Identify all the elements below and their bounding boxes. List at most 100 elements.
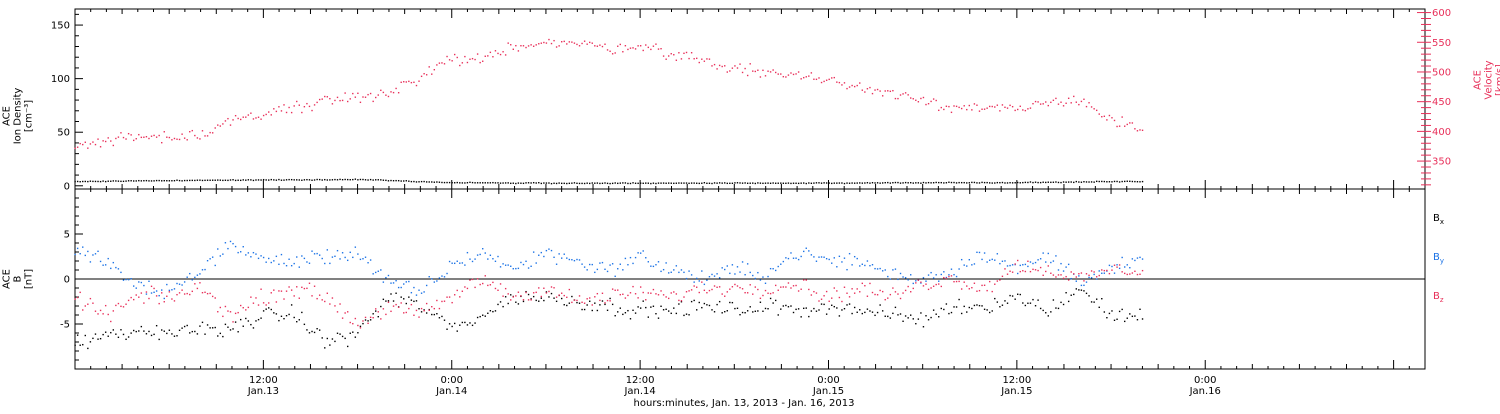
- density-point: [202, 180, 203, 181]
- velocity-point: [1068, 98, 1069, 99]
- by-point: [811, 254, 812, 255]
- bz-point: [823, 295, 824, 296]
- density-point: [857, 182, 858, 183]
- bx-point: [1137, 319, 1138, 320]
- bz-point: [620, 294, 621, 295]
- velocity-point: [900, 94, 901, 95]
- by-point: [138, 281, 139, 282]
- bz-point: [857, 288, 858, 289]
- density-point: [729, 183, 730, 184]
- bx-point: [523, 301, 524, 302]
- by-point: [408, 281, 409, 282]
- bz-point: [895, 291, 896, 292]
- bx-point: [900, 313, 901, 314]
- velocity-point: [108, 137, 109, 138]
- velocity-point: [485, 56, 486, 57]
- bz-point: [793, 285, 794, 286]
- bz-point: [1065, 276, 1066, 277]
- by-point: [681, 269, 682, 270]
- velocity-point: [457, 57, 458, 58]
- velocity-point: [74, 148, 75, 149]
- velocity-point: [948, 106, 949, 107]
- velocity-point: [286, 112, 287, 113]
- velocity-point: [507, 42, 508, 43]
- density-point: [966, 182, 967, 183]
- velocity-point: [82, 144, 83, 145]
- by-point: [586, 269, 587, 270]
- bz-point: [979, 290, 980, 291]
- bx-point: [268, 307, 269, 308]
- velocity-point: [795, 73, 796, 74]
- density-point: [1007, 182, 1008, 183]
- density-point: [935, 182, 936, 183]
- bz-point: [851, 288, 852, 289]
- density-point: [951, 182, 952, 183]
- bz-point: [668, 298, 669, 299]
- by-point: [558, 253, 559, 254]
- by-point: [1040, 258, 1041, 259]
- by-point: [263, 257, 264, 258]
- bx-point: [543, 300, 544, 301]
- by-point: [1129, 267, 1130, 268]
- by-point: [197, 274, 198, 275]
- bz-point: [732, 286, 733, 287]
- top-left-ylabel-line: [cm⁻³]: [24, 100, 35, 132]
- bz-point: [1035, 269, 1036, 270]
- bz-point: [1073, 273, 1074, 274]
- density-point: [1101, 181, 1102, 182]
- velocity-point: [339, 100, 340, 101]
- bx-point: [589, 301, 590, 302]
- velocity-point: [278, 106, 279, 107]
- velocity-point: [100, 146, 101, 147]
- density-point: [1078, 181, 1079, 182]
- bx-point: [1048, 315, 1049, 316]
- velocity-point: [823, 81, 824, 82]
- velocity-point: [513, 49, 514, 50]
- density-point: [482, 182, 483, 183]
- by-point: [451, 263, 452, 264]
- density-point: [462, 182, 463, 183]
- velocity-point: [846, 88, 847, 89]
- bz-point: [1096, 276, 1097, 277]
- by-point: [923, 277, 924, 278]
- by-point: [299, 266, 300, 267]
- by-point: [1078, 275, 1079, 276]
- velocity-point: [818, 77, 819, 78]
- by-point: [721, 267, 722, 268]
- bx-point: [775, 300, 776, 301]
- density-point: [1086, 181, 1087, 182]
- bz-point: [548, 291, 549, 292]
- bx-point: [370, 319, 371, 320]
- velocity-point: [895, 98, 896, 99]
- density-point: [1012, 182, 1013, 183]
- bx-point: [90, 341, 91, 342]
- density-point: [113, 180, 114, 181]
- bz-point: [197, 288, 198, 289]
- velocity-point: [938, 110, 939, 111]
- by-point: [806, 248, 807, 249]
- by-point: [877, 268, 878, 269]
- bz-point: [523, 299, 524, 300]
- density-point: [1109, 181, 1110, 182]
- velocity-point: [115, 138, 116, 139]
- bottom-left-axis: -505: [60, 198, 83, 360]
- bx-point: [235, 321, 236, 322]
- velocity-point: [665, 59, 666, 60]
- density-point: [523, 183, 524, 184]
- velocity-point: [342, 100, 343, 101]
- bx-point: [770, 298, 771, 299]
- bz-point: [597, 293, 598, 294]
- by-point: [337, 250, 338, 251]
- bx-point: [97, 338, 98, 339]
- bx-point: [732, 302, 733, 303]
- bx-point: [202, 322, 203, 323]
- bx-point: [653, 306, 654, 307]
- top-right-ylabel-line: ACE: [1473, 70, 1484, 90]
- density-point: [831, 183, 832, 184]
- velocity-point: [1002, 104, 1003, 105]
- bx-point: [617, 311, 618, 312]
- velocity-point: [102, 140, 103, 141]
- velocity-point: [490, 52, 491, 53]
- velocity-point: [923, 97, 924, 98]
- velocity-point: [637, 45, 638, 46]
